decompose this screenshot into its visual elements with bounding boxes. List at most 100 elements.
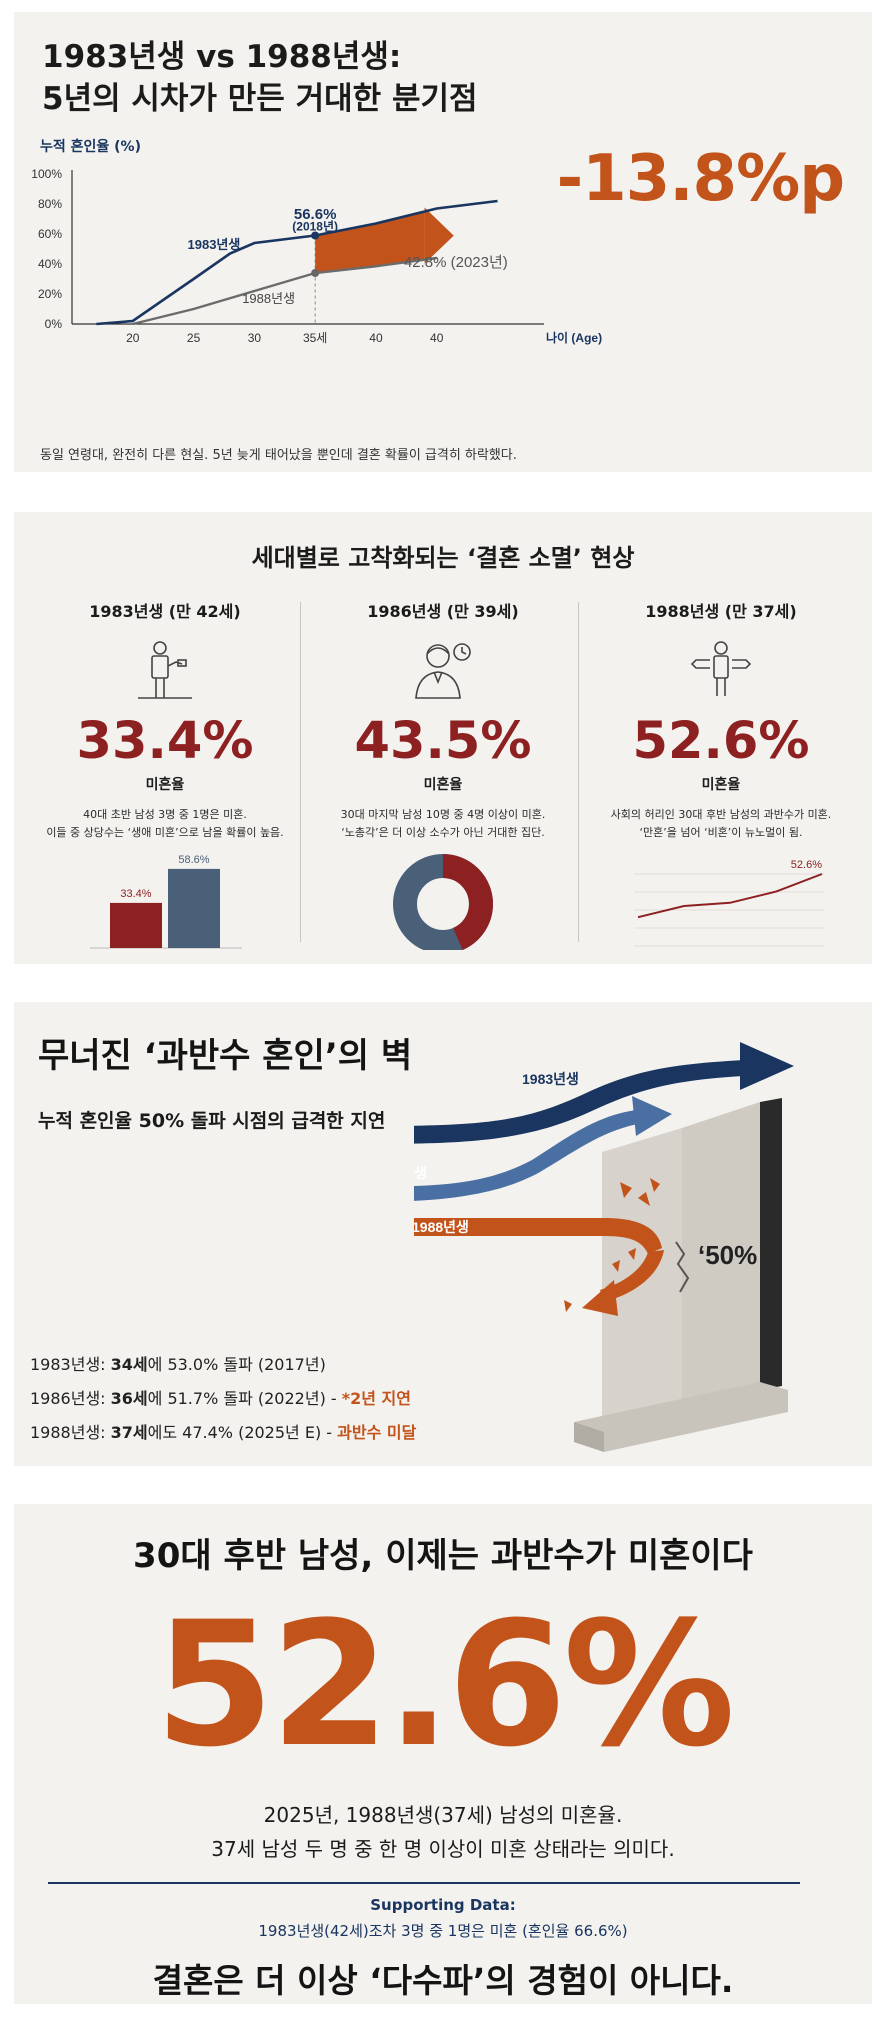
- x-tick-label: 30: [248, 331, 262, 345]
- arrow-1988: [414, 1218, 662, 1254]
- closing-statement: 결혼은 더 이상 ‘다수파’의 경험이 아니다.: [152, 1961, 734, 2000]
- y-tick-label: 80%: [38, 197, 62, 211]
- y-tick-label: 20%: [38, 287, 62, 301]
- arrow-1983: [414, 1060, 744, 1144]
- desc-line-2: ‘만혼’을 넘어 ‘비혼’이 뉴노멀이 됨.: [639, 826, 803, 839]
- annotation-year: (2018년): [292, 219, 338, 233]
- panel-title: 세대별로 고착화되는 ‘결혼 소멸’ 현상: [251, 544, 635, 572]
- column-description: 40대 초반 남성 3명 중 1명은 미혼. 이들 중 상당수는 ‘생애 미혼’…: [30, 806, 300, 842]
- x-tick-label: 40: [369, 331, 383, 345]
- column-description: 사회의 허리인 30대 후반 남성의 과반수가 미혼. ‘만혼’을 넘어 ‘비혼…: [586, 806, 856, 842]
- y-tick-label: 60%: [38, 227, 62, 241]
- unmarried-donut-chart: [393, 854, 493, 950]
- arrow-1986-head: [632, 1096, 672, 1136]
- line-text: 에 53.0% 돌파 (2017년): [147, 1355, 326, 1374]
- broken-wall-illustration: ‘50% 1983년생 1986년생 1988년생: [414, 1042, 794, 1452]
- line-age: 34세: [110, 1355, 148, 1374]
- line-note: *2년 지연: [341, 1389, 411, 1408]
- summary-line-1986: 1986년생: 36세에 51.7% 돌파 (2022년) - *2년 지연: [30, 1382, 416, 1416]
- arrow-label-1986: 1986년생: [414, 1165, 427, 1181]
- bar: [110, 902, 162, 948]
- wall-base-side: [574, 1422, 604, 1452]
- gap-arrow-head: [424, 207, 454, 264]
- bar: [168, 868, 220, 948]
- desc-line-1: 30대 마지막 남성 10명 중 4명 이상이 미혼.: [340, 808, 546, 821]
- chart-footnote: 동일 연령대, 완전히 다른 현실. 5년 늦게 태어났을 뿐인데 결혼 확률이…: [40, 448, 517, 463]
- divider: [48, 1882, 800, 1884]
- unmarried-label: 미혼율: [701, 777, 741, 793]
- desc-line-1: 40대 초반 남성 3명 중 1명은 미혼.: [83, 808, 247, 821]
- person-crossroads-icon: [690, 641, 752, 696]
- summary-line-1983: 1983년생: 34세에 53.0% 돌파 (2017년): [30, 1348, 416, 1382]
- person-standing-icon: [138, 641, 192, 699]
- column-divider: [578, 602, 579, 942]
- panel-subtitle: 누적 혼인율 50% 돌파 시점의 급격한 지연: [38, 1110, 386, 1132]
- line-age: 36세: [110, 1389, 148, 1408]
- line-age: 37세: [110, 1423, 148, 1442]
- line-prefix: 1983년생:: [30, 1355, 111, 1374]
- gap-area: [315, 211, 425, 273]
- series-label: 1988년생: [242, 291, 295, 306]
- divergence-panel: 1983년생 vs 1988년생: 5년의 시차가 만든 거대한 분기점 누적 …: [14, 12, 872, 472]
- arrow-1983-head: [740, 1042, 794, 1090]
- wall-50-label: ‘50%: [698, 1240, 757, 1270]
- y-tick-label: 40%: [38, 257, 62, 271]
- donut-unmarried-slice: [393, 854, 493, 950]
- panel-title: 1983년생 vs 1988년생: 5년의 시차가 만든 거대한 분기점: [42, 36, 478, 120]
- line-note: 과반수 미달: [337, 1423, 417, 1442]
- generation-panel: 세대별로 고착화되는 ‘결혼 소멸’ 현상 1983년생 (만 42세) 33.…: [14, 512, 872, 964]
- annotation-value: 56.6%: [294, 206, 337, 223]
- generation-column-1983: 1983년생 (만 42세) 33.4% 미혼율 40대 초반 남성 3명 중 …: [30, 598, 300, 949]
- x-tick-label: 35세: [303, 331, 327, 345]
- y-tick-label: 0%: [45, 317, 63, 331]
- column-description: 30대 마지막 남성 10명 중 4명 이상이 미혼. ‘노총각’은 더 이상 …: [308, 806, 578, 842]
- unmarried-rate: 43.5%: [354, 712, 532, 771]
- line-text: 에 51.7% 돌파 (2022년) -: [147, 1389, 342, 1408]
- trend-end-label: 52.6%: [791, 859, 822, 871]
- wall-base: [574, 1382, 788, 1452]
- column-heading: 1983년생 (만 42세): [89, 602, 241, 621]
- marker-1988-35: [311, 269, 320, 277]
- debris-shards: [564, 1178, 660, 1312]
- desc-line-2: ‘노총각’은 더 이상 소수가 아닌 거대한 집단.: [341, 826, 545, 839]
- y-tick-label: 100%: [31, 167, 62, 181]
- person-clock-icon: [415, 643, 471, 699]
- column-heading: 1986년생 (만 39세): [367, 602, 519, 621]
- majority-wall-panel: 무너진 ‘과반수 혼인’의 벽 누적 혼인율 50% 돌파 시점의 급격한 지연…: [14, 1002, 872, 1466]
- x-tick-label: 40: [430, 331, 444, 345]
- generation-column-1988: 1988년생 (만 37세) 52.6% 미혼율 사회의 허리인 30대 후반 …: [586, 598, 856, 948]
- gap-value: -13.8%p: [556, 142, 845, 216]
- wall-crack: [675, 1241, 690, 1293]
- x-axis-title: 나이 (Age): [546, 330, 602, 345]
- unmarried-label: 미혼율: [423, 777, 463, 793]
- unmarried-label: 미혼율: [145, 777, 185, 793]
- majority-unmarried-panel: 30대 후반 남성, 이제는 과반수가 미혼이다 52.6% 2025년, 19…: [14, 1504, 872, 2004]
- summary-line-1988: 1988년생: 37세에도 47.4% (2025년 E) - 과반수 미달: [30, 1416, 416, 1450]
- delay-summary: 1983년생: 34세에 53.0% 돌파 (2017년) 1986년생: 36…: [30, 1348, 416, 1450]
- cumulative-marriage-chart: 100% 80% 60% 40% 20% 0% 20 25 30 35세 40 40 나이 (Age) 1…: [31, 167, 602, 345]
- generation-column-1986: 1986년생 (만 39세) 43.5% 미혼율 30대 마지막 남성 10명 …: [308, 598, 578, 950]
- line-prefix: 1988년생:: [30, 1423, 111, 1442]
- series-line-1988년생: [132, 256, 437, 326]
- x-tick-label: 25: [187, 331, 201, 345]
- unmarried-trend-chart: 52.6%: [634, 859, 824, 947]
- wall-slab-right: [682, 1102, 760, 1406]
- desc-line-1: 사회의 허리인 30대 후반 남성의 과반수가 미혼.: [610, 808, 832, 821]
- supporting-data-body: 1983년생(42세)조차 3명 중 1명은 미혼 (혼인율 66.6%): [258, 1922, 628, 1940]
- panel-title: 30대 후반 남성, 이제는 과반수가 미혼이다: [133, 1536, 753, 1576]
- series-label: 1983년생: [188, 237, 241, 252]
- title-line-2: 5년의 시차가 만든 거대한 분기점: [42, 81, 478, 117]
- trend-line: [637, 873, 823, 919]
- column-divider: [300, 602, 301, 942]
- title-line-1: 1983년생 vs 1988년생:: [42, 39, 402, 75]
- series-line-1983년생: [96, 199, 498, 326]
- desc-line-2: 이들 중 상당수는 ‘생애 미혼’으로 남을 확률이 높음.: [46, 826, 284, 839]
- headline-description: 2025년, 1988년생(37세) 남성의 미혼율. 37세 남성 두 명 중…: [14, 1798, 872, 1866]
- bar-value-label: 33.4%: [120, 888, 151, 900]
- unmarried-rate: 52.6%: [632, 712, 810, 771]
- supporting-data-title: Supporting Data:: [370, 1896, 516, 1914]
- marker-1983-35: [311, 231, 320, 240]
- arrow-label-1983: 1983년생: [522, 1071, 579, 1087]
- annotation-value: 42.8% (2023년): [404, 254, 508, 271]
- arrow-1986: [414, 1110, 638, 1201]
